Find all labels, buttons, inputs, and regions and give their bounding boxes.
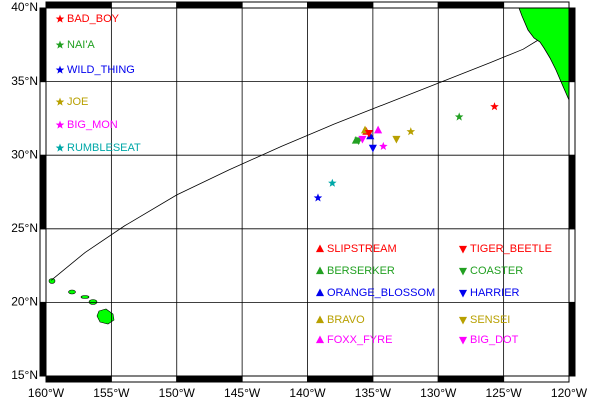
legend-marker (315, 266, 325, 275)
legend-marker (55, 143, 65, 152)
boat-marker (358, 135, 367, 144)
frame-segment (568, 301, 576, 377)
legend-label: BIG_DOT (470, 334, 519, 346)
boat-marker (313, 193, 323, 202)
x-tick-label: 125°W (486, 386, 523, 400)
frame-segment (45, 1, 112, 9)
frame-segment (503, 375, 570, 383)
x-tick-label: 145°W (224, 386, 261, 400)
frame-segment (241, 1, 308, 9)
legend-label: TIGER_BEETLE (470, 243, 552, 255)
boat-marker (374, 125, 383, 134)
legend-marker (458, 316, 468, 325)
frame-segment (45, 375, 112, 383)
boat-marker (392, 135, 401, 144)
molokai (80, 295, 90, 299)
legend-marker (55, 40, 65, 49)
boat-marker (368, 144, 377, 153)
frame-segment (39, 228, 47, 303)
frame-segment (110, 1, 178, 9)
kauai (48, 278, 56, 284)
legend-label: HARRIER (470, 287, 520, 299)
legend-marker (315, 315, 325, 324)
frame-segment (307, 1, 374, 9)
x-tick-label: 160°W (28, 386, 65, 400)
frame-segment (307, 375, 374, 383)
x-tick-label: 155°W (93, 386, 130, 400)
legend-label: BERSERKER (327, 265, 395, 277)
y-tick-label: 20°N (11, 295, 38, 309)
legend-label: COASTER (470, 265, 523, 277)
legend-marker (55, 14, 65, 23)
frame-segment (39, 301, 47, 377)
y-tick-label: 30°N (11, 147, 38, 161)
frame-segment (39, 81, 47, 156)
boat-marker (490, 102, 499, 111)
frame-segment (372, 375, 439, 383)
oahu (68, 289, 76, 295)
legend-label: JOE (67, 96, 88, 108)
legend-marker (55, 65, 65, 74)
boat-marker (328, 178, 337, 187)
x-tick-label: 130°W (420, 386, 457, 400)
legend-marker (55, 120, 65, 129)
legend-label: BIG_MON (67, 119, 118, 131)
x-tick-label: 140°W (289, 386, 326, 400)
legend-marker (315, 244, 325, 253)
boat-marker (364, 129, 374, 138)
x-tick-label: 120°W (551, 386, 588, 400)
legend-marker (458, 245, 468, 254)
y-tick-label: 25°N (11, 221, 38, 235)
frame-segment (241, 375, 308, 383)
frame-segment (568, 81, 576, 156)
boat-marker (379, 141, 388, 150)
frame-segment (176, 375, 243, 383)
legend-label: RUMBLESEAT (67, 142, 141, 154)
y-tick-label: 35°N (11, 74, 38, 88)
boat-marker (454, 112, 464, 121)
legend-label: ORANGE_BLOSSOM (327, 287, 435, 299)
legend-label: NAI'A (67, 39, 95, 51)
legend-label: SLIPSTREAM (327, 243, 397, 255)
legend-marker (315, 288, 325, 297)
frame-segment (176, 1, 243, 9)
y-tick-label: 15°N (11, 368, 38, 382)
y-tick-label: 40°N (11, 0, 38, 14)
legend-label: BAD_BOY (67, 13, 120, 25)
track (50, 40, 538, 281)
frame-segment (39, 154, 47, 230)
x-tick-label: 150°W (159, 386, 196, 400)
legend-marker (315, 335, 325, 344)
legend-label: FOXX_FYRE (327, 334, 392, 346)
frame-segment (437, 1, 505, 9)
frame-segment (437, 375, 505, 383)
legend-label: BRAVO (327, 314, 365, 326)
frame-segment (372, 1, 439, 9)
frame-segment (568, 154, 576, 230)
legend-marker (458, 289, 468, 298)
frame-segment (110, 375, 178, 383)
frame-segment (568, 228, 576, 303)
frame-segment (568, 7, 576, 83)
legend-label: SENSEI (470, 314, 510, 326)
legend-marker (458, 336, 468, 345)
frame-segment (503, 1, 570, 9)
boat-marker (406, 127, 416, 136)
frame-segment (39, 7, 47, 83)
legend-marker (458, 267, 468, 276)
legend-marker (55, 97, 65, 106)
california-coast (518, 7, 570, 101)
boat-marker (366, 131, 375, 140)
legend-label: WILD_THING (67, 64, 135, 76)
x-tick-label: 135°W (355, 386, 392, 400)
